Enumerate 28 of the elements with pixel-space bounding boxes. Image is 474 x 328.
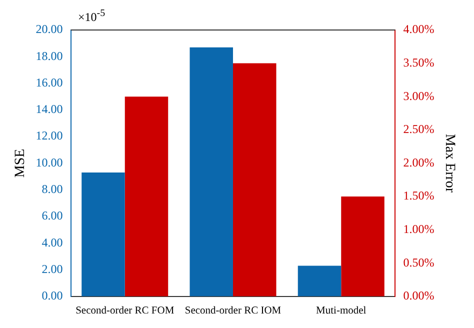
y-tick-label: 12.00 <box>36 128 63 143</box>
y2-tick-label: 2.50% <box>403 122 434 136</box>
y2-tick-label: 1.00% <box>403 222 434 236</box>
bar <box>298 266 342 296</box>
y-tick-label: 10.00 <box>36 155 63 170</box>
bar <box>341 196 384 296</box>
y2-tick-label: 0.00% <box>403 288 434 303</box>
y2-tick-label: 2.00% <box>403 155 434 170</box>
y-tick-label: 2.00 <box>42 262 63 276</box>
text: ×10$^{-5}$ <box>78 8 106 25</box>
y2-axis-title: Max Error <box>442 134 457 193</box>
y-tick-label: 4.00 <box>42 235 63 250</box>
y-tick-label: 8.00 <box>42 182 63 196</box>
y-tick-label: 14.00 <box>36 102 63 116</box>
x-tick-label: Second-order RC FOM <box>76 305 175 316</box>
y2-tick-label: 3.50% <box>403 55 434 70</box>
y-tick-label: 20.00 <box>36 22 63 36</box>
y2-tick-label: 3.00% <box>403 88 434 103</box>
x-tick-label: Muti-model <box>316 305 366 316</box>
y2-tick-label: 4.00% <box>403 22 434 36</box>
y-tick-label: 16.00 <box>36 75 63 90</box>
y-axis-title: MSE <box>13 148 28 178</box>
y2-tick-label: 0.50% <box>403 255 434 270</box>
y-tick-label: 18.00 <box>36 48 63 63</box>
x-tick-label: Second-order RC IOM <box>184 305 282 316</box>
y-tick-label: 6.00 <box>42 208 63 223</box>
y2-tick-label: 1.50% <box>403 188 434 203</box>
y-tick-label: 0.00 <box>42 288 63 303</box>
